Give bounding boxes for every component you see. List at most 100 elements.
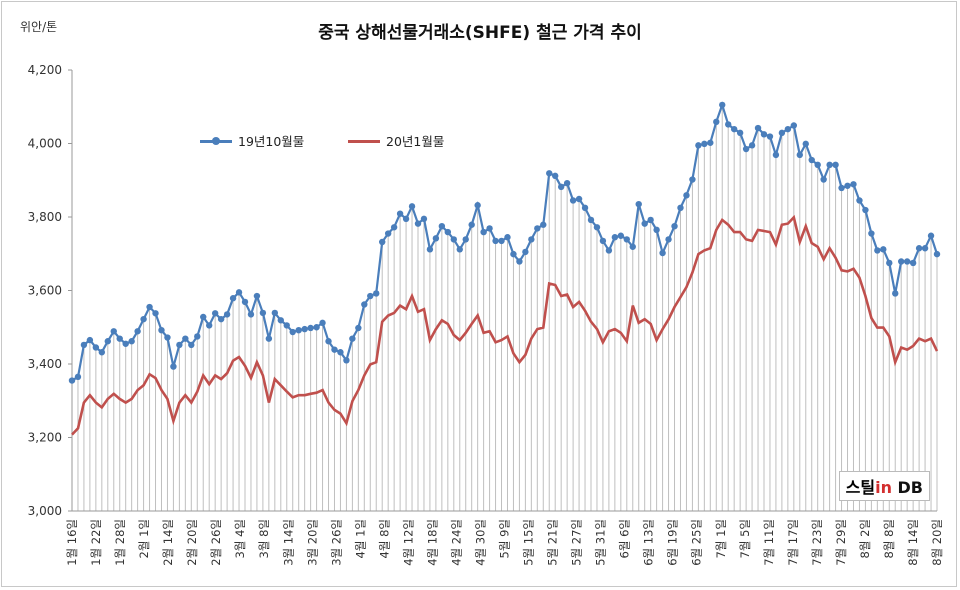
data-point-19y-oct [373, 290, 380, 297]
data-point-19y-oct [689, 176, 696, 183]
data-point-19y-oct [265, 335, 273, 342]
data-point-19y-oct [450, 236, 457, 243]
data-point-19y-oct [862, 206, 869, 214]
data-point-19y-oct [760, 131, 768, 138]
data-point-19y-oct [808, 156, 815, 164]
x-tick-label: 2월 1일 [137, 519, 151, 558]
data-point-19y-oct [420, 215, 428, 223]
data-point-19y-oct [438, 222, 446, 230]
data-point-19y-oct [671, 222, 678, 230]
data-point-19y-oct [629, 243, 636, 250]
data-point-19y-oct [575, 195, 583, 203]
data-point-19y-oct [886, 259, 893, 267]
data-point-19y-oct [903, 258, 911, 265]
data-point-19y-oct [593, 224, 601, 231]
x-tick-label: 4월 30일 [473, 519, 487, 566]
legend-item-series1: 19년10월물 [200, 131, 304, 150]
data-point-19y-oct [277, 317, 284, 324]
data-point-19y-oct [677, 204, 684, 212]
data-point-19y-oct [725, 121, 732, 128]
y-axis-unit-label: 위안/톤 [20, 20, 58, 34]
x-tick-label: 2월 14일 [161, 519, 175, 566]
legend-item-series2: 20년1월물 [348, 131, 444, 150]
data-point-19y-oct [355, 324, 362, 332]
data-point-19y-oct [170, 363, 177, 370]
series-line-20y-jan [71, 214, 939, 436]
data-point-19y-oct [474, 202, 481, 209]
data-point-19y-oct [766, 133, 774, 140]
data-point-19y-oct [540, 221, 547, 228]
x-tick-label: 5월 15일 [522, 519, 536, 566]
data-point-19y-oct [74, 373, 82, 381]
x-tick-label: 4월 18일 [425, 519, 439, 566]
data-point-19y-oct [635, 200, 642, 208]
data-point-19y-oct [713, 118, 720, 126]
x-tick-label: 7월 11일 [762, 519, 776, 566]
data-point-19y-oct [730, 125, 738, 133]
data-point-19y-oct [462, 236, 469, 243]
y-tick-label: 3,400 [28, 357, 62, 371]
data-point-19y-oct [557, 183, 565, 191]
data-point-19y-oct [546, 170, 553, 177]
x-tick-label: 3월 14일 [281, 519, 295, 566]
data-point-19y-oct [253, 292, 261, 300]
data-point-19y-oct [80, 341, 88, 349]
data-point-19y-oct [158, 326, 165, 334]
data-point-19y-oct [653, 226, 660, 234]
data-point-19y-oct [784, 125, 792, 133]
data-point-19y-oct [337, 349, 344, 356]
data-point-19y-oct [915, 245, 923, 252]
x-tick-label: 5월 27일 [570, 519, 584, 566]
data-point-19y-oct [707, 139, 714, 146]
data-point-19y-oct [468, 221, 475, 228]
data-point-19y-oct [235, 289, 243, 296]
data-point-19y-oct [140, 315, 147, 323]
x-tick-label: 6월 6일 [618, 519, 632, 558]
data-point-19y-oct [832, 161, 839, 169]
data-point-19y-oct [838, 184, 845, 192]
y-tick-label: 4,200 [28, 63, 62, 77]
data-point-19y-oct [122, 340, 129, 347]
x-tick-label: 1월 22일 [89, 519, 103, 566]
data-point-19y-oct [504, 234, 511, 241]
data-point-19y-oct [110, 328, 117, 335]
data-point-19y-oct [909, 259, 917, 267]
data-point-19y-oct [426, 246, 434, 253]
data-point-19y-oct [211, 310, 219, 317]
x-tick-label: 1월 28일 [113, 519, 127, 566]
x-tick-label: 4월 1일 [353, 519, 367, 558]
data-point-19y-oct [790, 122, 798, 129]
data-point-19y-oct [552, 172, 559, 180]
x-tick-label: 3월 4일 [233, 519, 247, 558]
data-point-19y-oct [510, 250, 517, 258]
data-point-19y-oct [349, 335, 356, 342]
data-point-19y-oct [444, 228, 452, 236]
data-point-19y-oct [534, 225, 541, 232]
y-tick-label: 4,000 [28, 137, 62, 151]
data-point-19y-oct [259, 309, 267, 317]
data-point-19y-oct [390, 224, 398, 231]
data-point-19y-oct [820, 176, 827, 183]
x-tick-label: 3월 26일 [329, 519, 343, 566]
data-point-19y-oct [408, 203, 416, 210]
x-tick-label: 4월 8일 [377, 519, 391, 558]
data-point-19y-oct [98, 349, 106, 356]
data-point-19y-oct [217, 315, 225, 323]
data-point-19y-oct [659, 249, 666, 257]
data-point-19y-oct [892, 290, 899, 297]
data-point-19y-oct [367, 292, 374, 300]
data-point-19y-oct [611, 234, 619, 241]
x-tick-label: 4월 12일 [401, 519, 415, 566]
chart-title: 중국 상해선물거래소(SHFE) 철근 가격 추이 [318, 23, 642, 43]
data-point-19y-oct [396, 210, 404, 217]
legend-swatch-series1 [200, 134, 232, 148]
data-point-19y-oct [933, 250, 941, 258]
data-point-19y-oct [402, 215, 410, 223]
data-point-19y-oct [736, 129, 744, 137]
data-point-19y-oct [826, 161, 833, 169]
data-point-19y-oct [492, 237, 499, 245]
x-tick-label: 7월 17일 [786, 519, 800, 566]
x-tick-label: 3월 20일 [305, 519, 319, 566]
y-tick-label: 3,600 [28, 284, 62, 298]
data-point-19y-oct [880, 246, 887, 253]
